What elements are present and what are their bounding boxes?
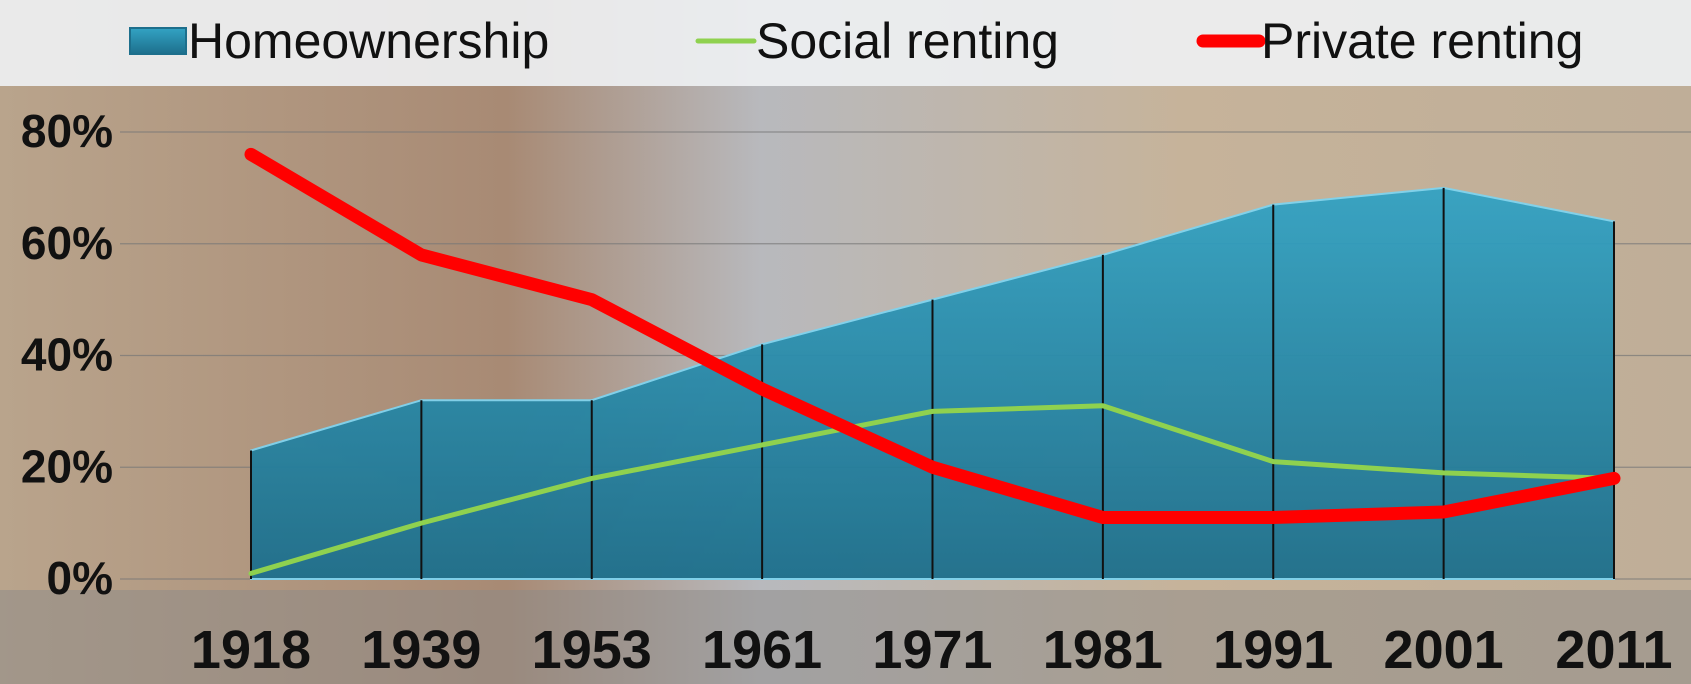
- chart: 0% 20% 40% 60% 80% 1918 1939 1953 1961 1971 1981 19…: [0, 0, 1691, 684]
- y-tick-label: 80%: [21, 105, 113, 157]
- y-tick-label: 40%: [21, 329, 113, 381]
- x-tick-label: 1953: [532, 620, 652, 680]
- legend-label: Private renting: [1261, 13, 1583, 69]
- x-tick-label: 1971: [872, 620, 992, 680]
- legend-label: Social renting: [756, 13, 1059, 69]
- x-tick-label: 1961: [702, 620, 822, 680]
- legend-label: Homeownership: [188, 13, 549, 69]
- x-tick-label: 1981: [1043, 620, 1163, 680]
- x-tick-label: 2011: [1555, 620, 1672, 680]
- y-tick-label: 20%: [21, 440, 113, 492]
- x-tick-label: 1939: [361, 620, 481, 680]
- x-tick-label: 1918: [191, 620, 311, 680]
- page: {"chart_data": {"type": "area-line", "ca…: [0, 0, 1691, 684]
- x-tick-label: 1991: [1213, 620, 1333, 680]
- x-tick-label: 2001: [1384, 620, 1504, 680]
- y-tick-label: 60%: [21, 217, 113, 269]
- y-tick-label: 0%: [47, 552, 113, 604]
- legend-swatch: [130, 28, 186, 54]
